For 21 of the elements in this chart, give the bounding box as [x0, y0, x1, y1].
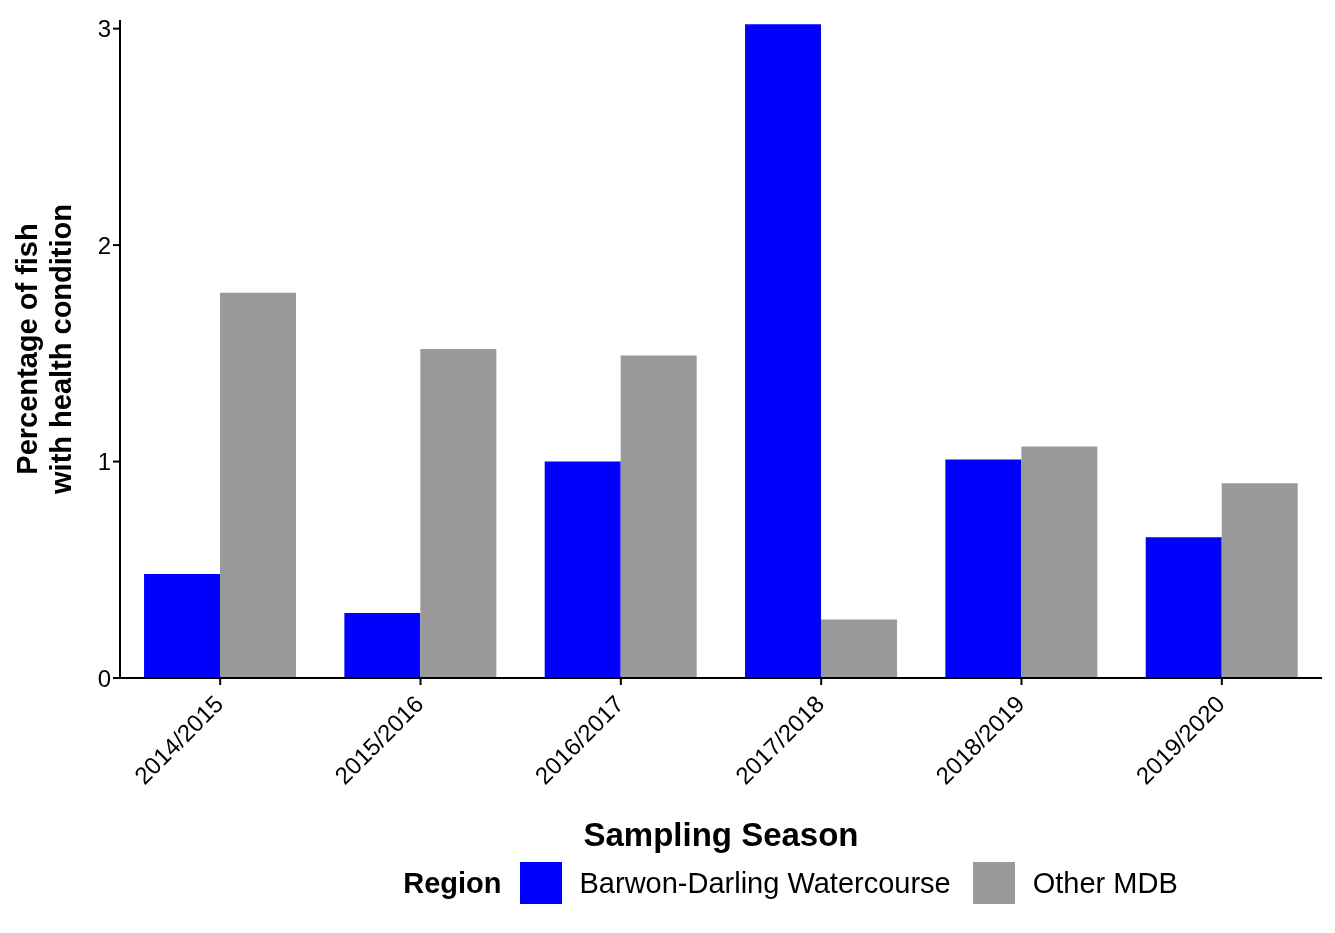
bar	[1221, 483, 1298, 678]
bar	[1145, 537, 1222, 678]
legend-label: Barwon-Darling Watercourse	[579, 866, 951, 900]
bar	[745, 24, 822, 678]
bar	[420, 349, 497, 678]
bar	[544, 461, 621, 678]
bar	[945, 459, 1022, 678]
bar	[144, 574, 221, 678]
y-tick-label: 0	[97, 664, 111, 692]
bar	[821, 619, 898, 678]
y-axis-title: Percentage of fish with health condition	[11, 204, 77, 495]
y-tick-label: 3	[97, 15, 111, 43]
bar	[220, 292, 297, 678]
x-axis-title: Sampling Season	[583, 816, 859, 853]
bar	[344, 613, 421, 678]
y-tick-label: 2	[97, 231, 111, 259]
legend-title: Region	[403, 866, 502, 900]
legend-label: Other MDB	[1032, 866, 1178, 900]
bar	[1021, 446, 1098, 678]
bar	[620, 355, 697, 678]
y-tick-label: 1	[97, 448, 111, 476]
